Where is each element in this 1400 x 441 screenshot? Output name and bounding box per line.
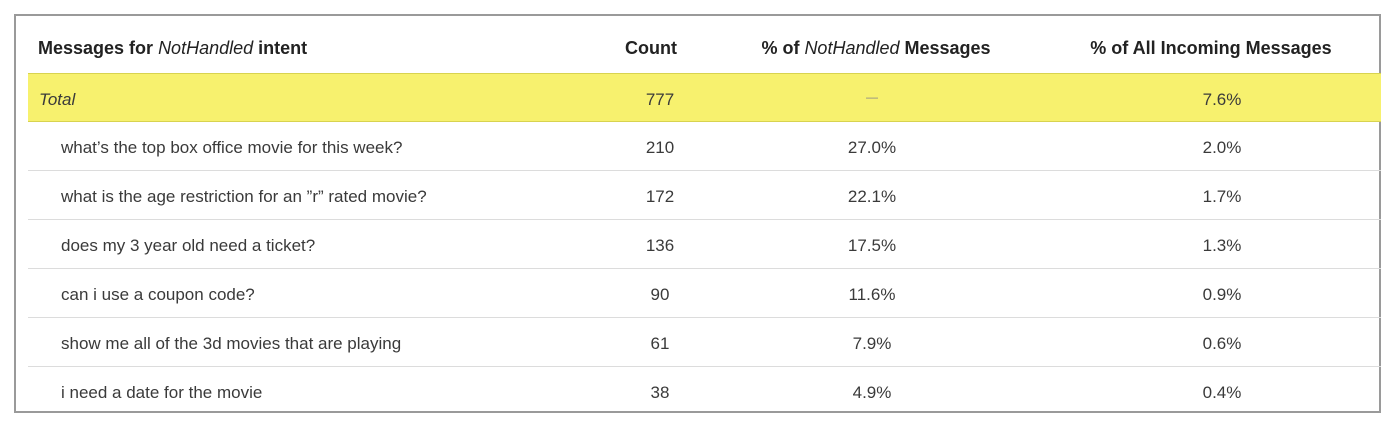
row-count: 38 (650, 383, 670, 402)
header-messages-prefix: Messages for (38, 38, 159, 58)
header-messages: Messages for NotHandled intent (38, 38, 307, 59)
header-messages-intent: NotHandled (158, 38, 254, 58)
table-row: what is the age restriction for an ”r” r… (28, 171, 1381, 220)
row-count: 136 (645, 236, 675, 255)
row-pct-all: 0.4% (1202, 383, 1242, 402)
row-pct-all: 1.7% (1202, 187, 1242, 206)
table-header: Messages for NotHandled intent Count % o… (16, 16, 1379, 72)
row-message: can i use a coupon code? (61, 285, 255, 304)
row-count: 61 (650, 334, 670, 353)
row-pct-nothandled: 22.1% (847, 187, 897, 206)
table-row: does my 3 year old need a ticket? 136 17… (28, 220, 1381, 269)
total-pct-nothandled: — (866, 90, 878, 104)
row-message: what’s the top box office movie for this… (61, 138, 403, 157)
row-message: i need a date for the movie (61, 383, 263, 402)
row-pct-all: 1.3% (1202, 236, 1242, 255)
row-pct-nothandled: 4.9% (852, 383, 892, 402)
row-pct-all: 0.9% (1202, 285, 1242, 304)
table-row: can i use a coupon code? 90 11.6% 0.9% (28, 269, 1381, 318)
header-messages-suffix: intent (253, 38, 308, 58)
row-pct-nothandled: 27.0% (847, 138, 897, 157)
header-pct-nothandled: % of NotHandled Messages (716, 38, 1036, 59)
row-pct-nothandled: 11.6% (848, 285, 896, 304)
header-pct-suffix: Messages (899, 38, 991, 58)
row-pct-nothandled: 7.9% (852, 334, 892, 353)
row-pct-all: 0.6% (1202, 334, 1242, 353)
row-message: what is the age restriction for an ”r” r… (61, 187, 427, 206)
total-count: 777 (645, 90, 675, 109)
header-count: Count (625, 38, 677, 58)
row-message: show me all of the 3d movies that are pl… (61, 334, 402, 353)
nothandled-messages-table: Messages for NotHandled intent Count % o… (14, 14, 1381, 413)
total-row: Total 777 — 7.6% (28, 73, 1381, 122)
table-row: show me all of the 3d movies that are pl… (28, 318, 1381, 367)
table-row: what’s the top box office movie for this… (28, 122, 1381, 171)
row-pct-nothandled: 17.5% (847, 236, 897, 255)
row-pct-all: 2.0% (1202, 138, 1242, 157)
total-label: Total (39, 90, 76, 109)
header-pct-intent: NotHandled (804, 38, 900, 58)
table-row: i need a date for the movie 38 4.9% 0.4% (28, 367, 1381, 411)
header-pct-prefix: % of (761, 38, 805, 58)
header-pct-all: % of All Incoming Messages (1090, 38, 1332, 58)
row-count: 90 (650, 285, 670, 304)
total-pct-all: 7.6% (1202, 90, 1242, 109)
row-count: 210 (645, 138, 675, 157)
row-message: does my 3 year old need a ticket? (61, 236, 316, 255)
row-count: 172 (645, 187, 675, 206)
